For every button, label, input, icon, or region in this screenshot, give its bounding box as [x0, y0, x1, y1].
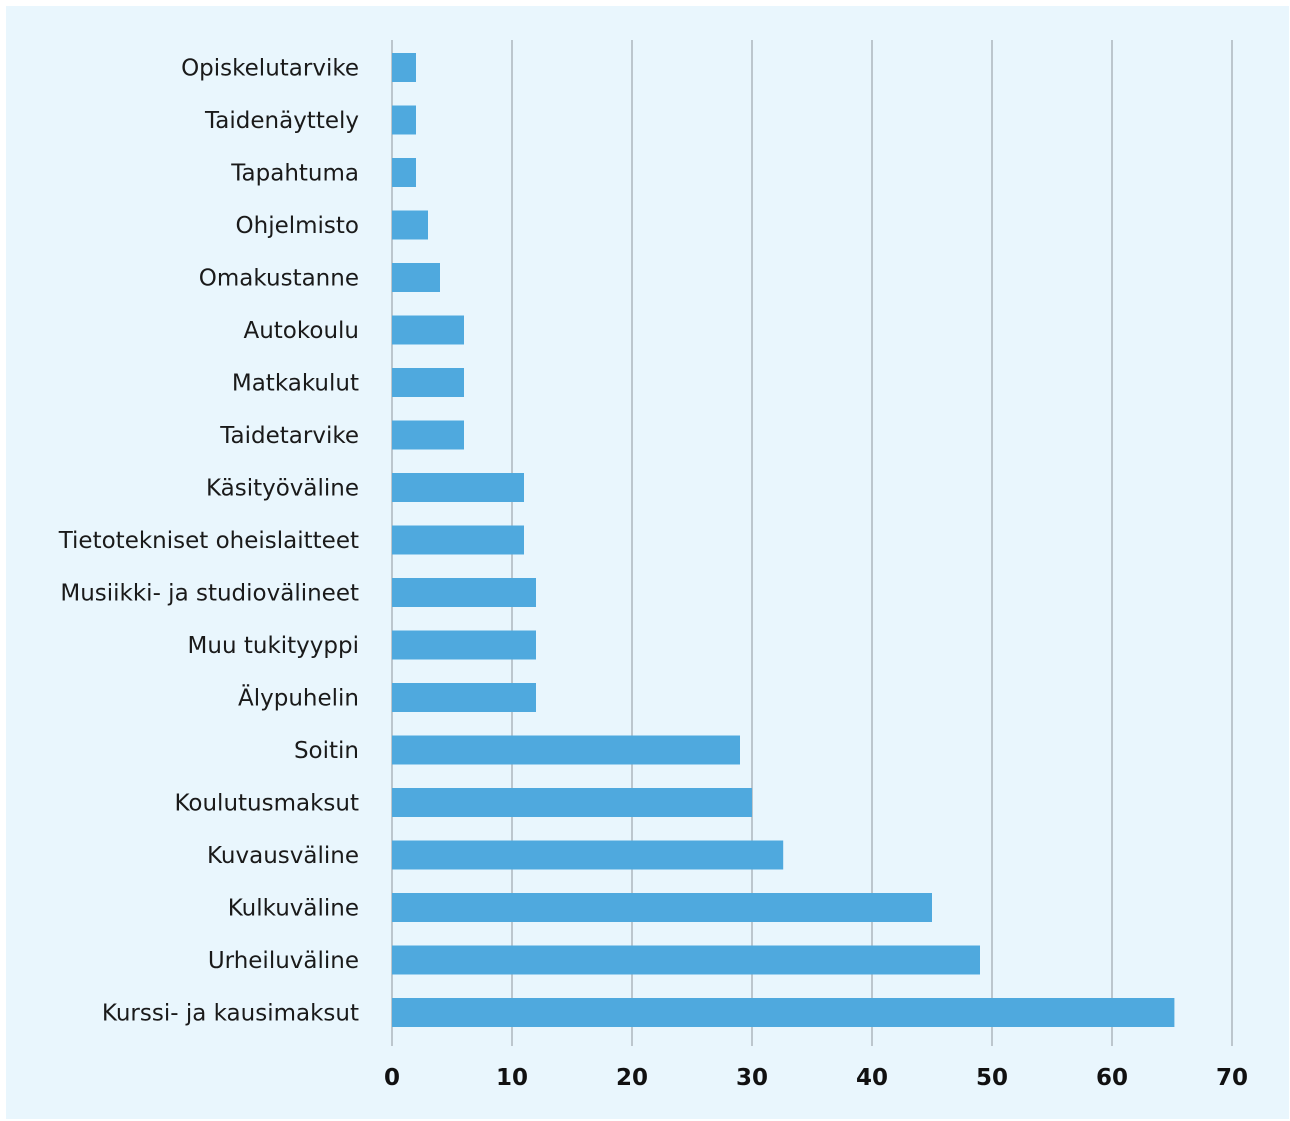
category-label: Musiikki- ja studiovälineet	[60, 581, 359, 607]
bar	[392, 945, 980, 975]
bar	[392, 998, 1175, 1027]
bar	[392, 525, 524, 555]
category-label: Urheiluväline	[208, 948, 359, 974]
x-tick-label: 0	[384, 1065, 400, 1091]
category-label: Älypuhelin	[238, 684, 359, 712]
category-label: Soitin	[294, 738, 359, 764]
category-label: Tietotekniset oheislaitteet	[58, 528, 359, 554]
bar	[392, 158, 416, 187]
bar	[392, 893, 932, 922]
x-tick-label: 50	[976, 1065, 1008, 1091]
x-tick-label: 70	[1216, 1065, 1248, 1091]
category-label: Käsityöväline	[206, 476, 359, 502]
category-label: Koulutusmaksut	[174, 791, 359, 817]
category-label: Taidetarvike	[219, 423, 359, 449]
category-label: Ohjelmisto	[236, 213, 359, 239]
bar	[392, 53, 416, 82]
category-label: Omakustanne	[199, 266, 359, 292]
bar	[392, 105, 416, 135]
bar	[392, 840, 784, 870]
bar	[392, 315, 464, 345]
category-label: Opiskelutarvike	[181, 56, 359, 82]
bar	[392, 420, 464, 450]
bars	[392, 53, 1175, 1027]
x-tick-label: 20	[616, 1065, 648, 1091]
bar	[392, 578, 536, 607]
bar	[392, 210, 428, 240]
category-label: Kulkuväline	[228, 896, 359, 922]
x-tick-labels: 0 10 20 30 40 50 60 70	[384, 1065, 1248, 1091]
x-tick-label: 30	[736, 1065, 768, 1091]
x-tick-label: 10	[496, 1065, 528, 1091]
bar	[392, 735, 740, 765]
bar	[392, 368, 464, 397]
category-label: Matkakulut	[232, 371, 359, 397]
category-label: Autokoulu	[243, 318, 359, 344]
bar	[392, 473, 524, 502]
x-tick-label: 60	[1096, 1065, 1128, 1091]
category-label: Tapahtuma	[230, 161, 359, 187]
chart-panel	[6, 6, 1289, 1119]
category-labels: Opiskelutarvike Taidenäyttely Tapahtuma Ohj…	[58, 56, 359, 1027]
bar	[392, 263, 440, 292]
bar	[392, 683, 536, 712]
bar	[392, 788, 752, 817]
category-label: Kuvausväline	[207, 843, 359, 869]
category-label: Kurssi- ja kausimaksut	[102, 1001, 359, 1027]
category-label: Taidenäyttely	[204, 108, 359, 134]
x-tick-label: 40	[856, 1065, 888, 1091]
category-label: Muu tukityyppi	[188, 633, 359, 659]
bar	[392, 630, 536, 660]
